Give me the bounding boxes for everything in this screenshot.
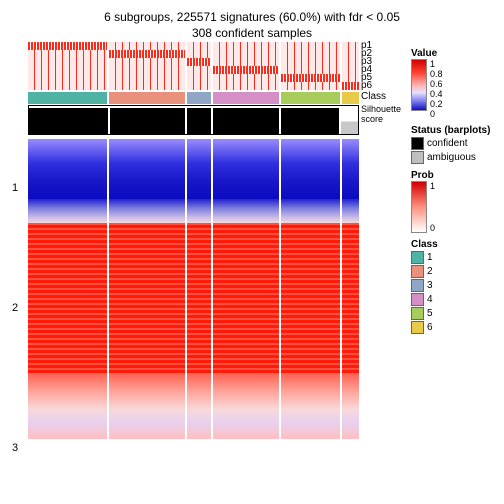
heatmap-stack [28,42,359,439]
class-track [28,92,359,104]
legend-swatch [411,307,424,320]
figure-body: 123 p1p2p3p4p5p6ClassSilhouette score Va… [8,42,496,439]
row-group-label: 3 [12,442,18,454]
row-axis: 123 [8,42,28,439]
p-label: p6 [359,82,401,90]
row-group-label: 1 [12,182,18,194]
title-line-1: 6 subgroups, 225571 signatures (60.0%) w… [8,10,496,24]
silhouette-label: Silhouette score [359,104,401,136]
p-track-p2 [28,50,359,58]
legend-gradient [411,59,427,111]
right-annotation-labels: p1p2p3p4p5p6ClassSilhouette score [359,42,401,439]
legend-swatch [411,251,424,264]
legend-title: Class [411,239,496,250]
legend-swatch [411,279,424,292]
legend-title: Value [411,48,496,59]
legend-title: Prob [411,170,496,181]
p-track-p1 [28,42,359,50]
legend-swatch [411,151,424,164]
title-line-2: 308 confident samples [8,26,496,40]
legend-title: Status (barplots) [411,125,496,136]
legend-swatch [411,293,424,306]
legend-swatch [411,137,424,150]
p-track-p5 [28,74,359,82]
p-track-p4 [28,66,359,74]
p-track-p3 [28,58,359,66]
legend-panel: Value10.80.60.40.20Status (barplots)conf… [401,42,496,439]
class-label: Class [359,90,401,104]
silhouette-track [28,105,359,135]
legend-swatch [411,265,424,278]
row-group-label: 2 [12,302,18,314]
heatmap [28,139,359,439]
legend-swatch [411,321,424,334]
p-track-p6 [28,82,359,90]
legend-gradient [411,181,427,233]
